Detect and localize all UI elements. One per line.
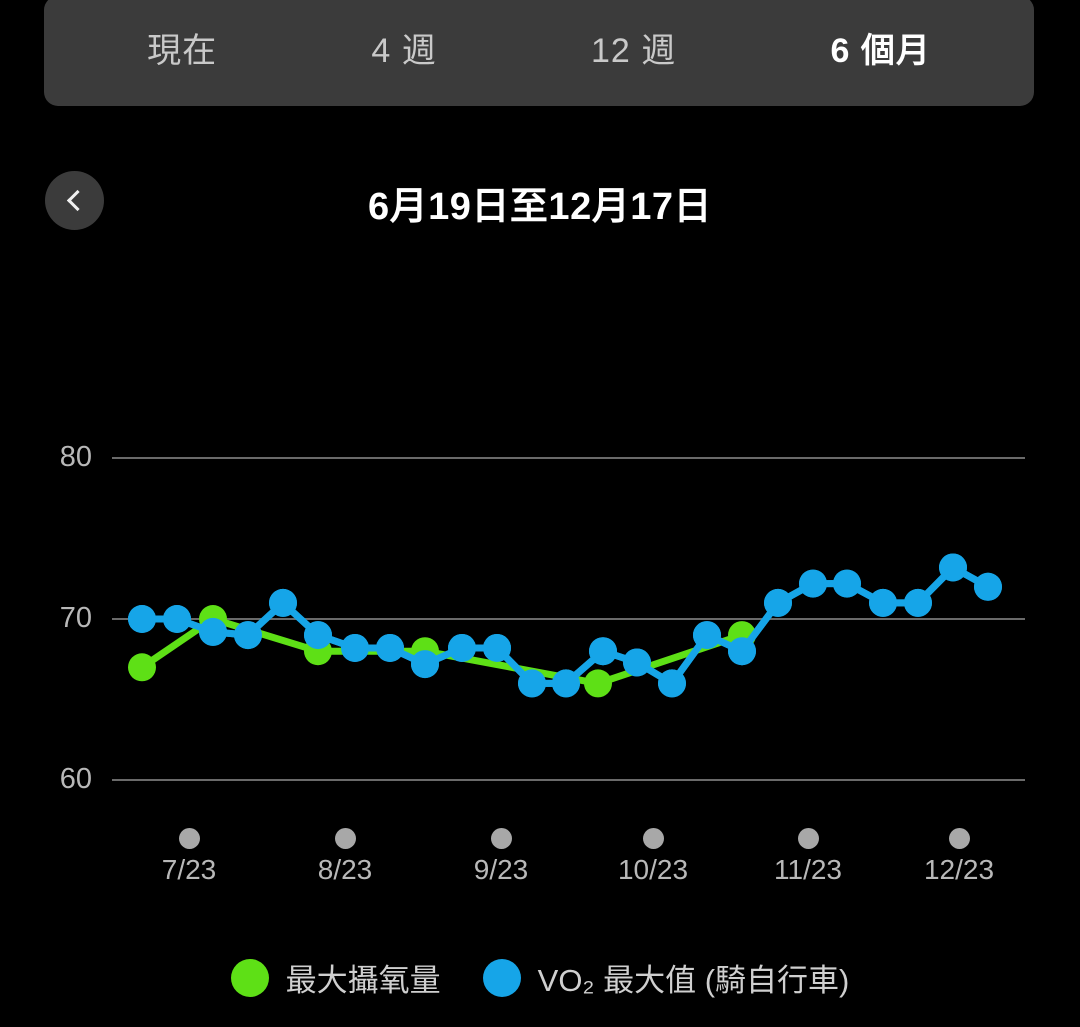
x-axis-tick-3: 10/23 bbox=[593, 828, 713, 884]
data-point[interactable] bbox=[304, 621, 332, 650]
x-axis-tick-4: 11/23 bbox=[748, 828, 868, 884]
legend-label: 最大攝氧量 bbox=[285, 963, 441, 998]
x-axis-tick-5: 12/23 bbox=[899, 828, 1019, 884]
x-tick-dot-icon bbox=[797, 828, 819, 849]
data-point[interactable] bbox=[693, 621, 721, 650]
legend-item-0[interactable]: 最大攝氧量 bbox=[230, 955, 441, 1000]
x-axis-tick-1: 8/23 bbox=[285, 828, 405, 884]
tab-period-3[interactable]: 6 個月 bbox=[830, 32, 931, 70]
tab-period-0[interactable]: 現在 bbox=[147, 32, 218, 70]
x-tick-dot-icon bbox=[334, 828, 356, 849]
x-tick-dot-icon bbox=[178, 828, 200, 849]
data-point[interactable] bbox=[376, 633, 404, 662]
x-tick-dot-icon bbox=[948, 828, 970, 849]
chart-gridlines bbox=[112, 457, 1025, 781]
x-axis-tick-2: 9/23 bbox=[441, 828, 561, 884]
x-axis-label: 7/23 bbox=[161, 854, 217, 885]
data-point[interactable] bbox=[448, 633, 476, 662]
data-point[interactable] bbox=[518, 669, 546, 698]
tab-period-1[interactable]: 4 週 bbox=[371, 32, 437, 70]
series-1 bbox=[128, 553, 1002, 698]
data-point[interactable] bbox=[974, 572, 1002, 601]
x-axis-label: 12/23 bbox=[923, 854, 995, 885]
series-line-1 bbox=[138, 563, 992, 687]
data-point[interactable] bbox=[199, 617, 227, 646]
data-point[interactable] bbox=[589, 637, 617, 666]
data-point[interactable] bbox=[939, 553, 967, 582]
data-point[interactable] bbox=[163, 605, 191, 633]
data-point[interactable] bbox=[799, 569, 827, 598]
y-axis-label-60: 60 bbox=[59, 763, 92, 795]
tab-period-2[interactable]: 12 週 bbox=[590, 32, 677, 70]
data-point[interactable] bbox=[552, 669, 580, 698]
chart-legend: 最大攝氧量 VO₂ 最大值 (騎自行車) bbox=[0, 955, 1080, 1000]
chart-series-layer bbox=[128, 553, 1002, 698]
x-axis-tick-0: 7/23 bbox=[129, 828, 249, 884]
data-point[interactable] bbox=[128, 605, 156, 633]
data-point[interactable] bbox=[234, 621, 262, 650]
period-tabbar: 現在 4 週 12 週 6 個月 bbox=[44, 0, 1034, 106]
data-point[interactable] bbox=[128, 653, 156, 682]
data-point[interactable] bbox=[904, 588, 932, 617]
x-axis-label: 11/23 bbox=[774, 854, 842, 885]
y-axis-label-70: 70 bbox=[59, 602, 92, 634]
data-point[interactable] bbox=[658, 669, 686, 698]
data-point[interactable] bbox=[269, 588, 297, 617]
legend-swatch-icon bbox=[482, 958, 521, 997]
data-point[interactable] bbox=[341, 633, 369, 662]
legend-label: VO₂ 最大值 (騎自行車) bbox=[537, 963, 850, 998]
data-point[interactable] bbox=[584, 669, 612, 698]
data-point[interactable] bbox=[728, 637, 756, 666]
data-point[interactable] bbox=[623, 648, 651, 677]
legend-item-1[interactable]: VO₂ 最大值 (騎自行車) bbox=[482, 955, 850, 1000]
back-button[interactable] bbox=[45, 171, 104, 230]
x-tick-dot-icon bbox=[642, 828, 664, 849]
data-point[interactable] bbox=[764, 588, 792, 617]
x-tick-dot-icon bbox=[490, 828, 512, 849]
data-point[interactable] bbox=[833, 569, 861, 598]
data-point[interactable] bbox=[483, 633, 511, 662]
series-line-1 bbox=[138, 563, 992, 687]
y-axis-label-80: 80 bbox=[59, 441, 92, 473]
data-point[interactable] bbox=[411, 650, 439, 679]
data-point[interactable] bbox=[869, 588, 897, 617]
x-axis-label: 10/23 bbox=[617, 854, 689, 885]
x-axis-label: 9/23 bbox=[473, 854, 529, 885]
date-range-title: 6月19日至12月17日 bbox=[368, 186, 712, 228]
legend-swatch-icon bbox=[230, 958, 269, 997]
x-axis-label: 8/23 bbox=[317, 854, 373, 885]
